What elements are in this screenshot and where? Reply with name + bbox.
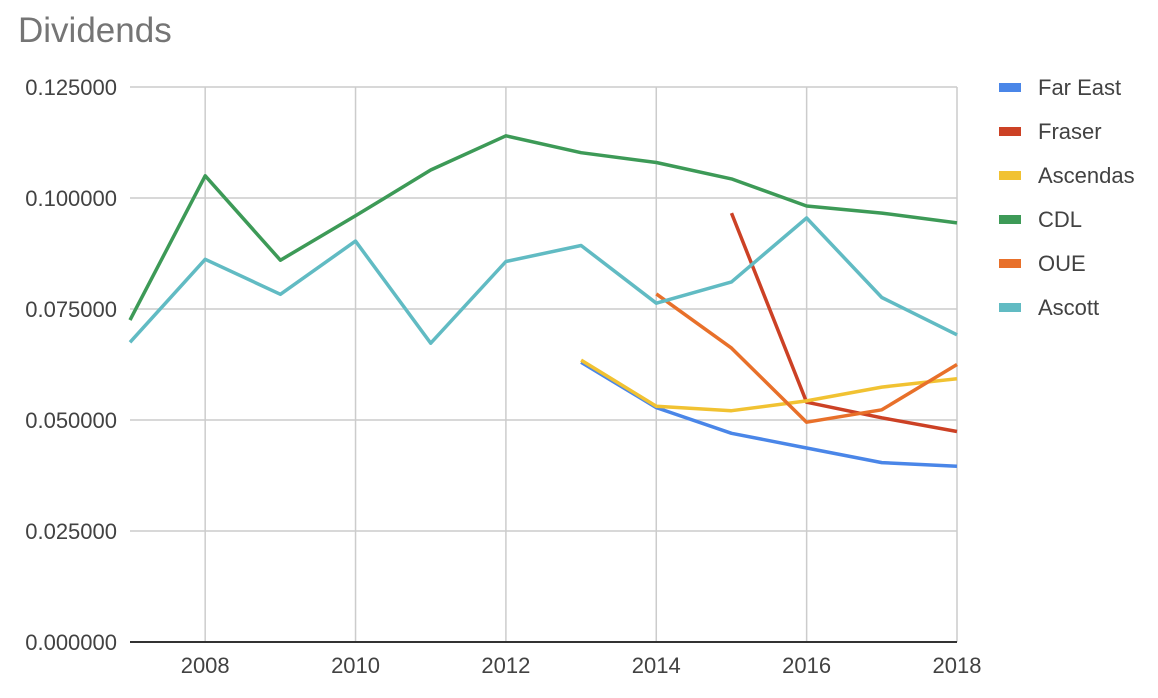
chart-title: Dividends: [18, 11, 172, 50]
x-tick-label: 2014: [632, 653, 681, 678]
axis: 0.000000 0.025000 0.050000 0.075000 0.100000…: [25, 75, 981, 678]
legend-label-ascott: Ascott: [1038, 295, 1099, 320]
legend-swatch-fraser: [999, 127, 1021, 136]
legend-swatch-far-east: [999, 83, 1021, 92]
legend-label-ascendas: Ascendas: [1038, 163, 1135, 188]
y-tick-label: 0.025000: [25, 519, 117, 544]
series-line-cdl: [128, 134, 958, 321]
x-tick-label: 2016: [782, 653, 831, 678]
legend-label-fraser: Fraser: [1038, 119, 1102, 144]
series-line-ascott: [128, 216, 958, 345]
legend-label-cdl: CDL: [1038, 207, 1082, 232]
y-tick-label: 0.100000: [25, 186, 117, 211]
series-line-ascendas: [580, 358, 958, 413]
legend-label-oue: OUE: [1038, 251, 1086, 276]
legend-swatch-ascott: [999, 303, 1021, 312]
series-line-oue: [655, 292, 958, 424]
legend-swatch-cdl: [999, 215, 1021, 224]
x-tick-label: 2008: [181, 653, 230, 678]
x-tick-label: 2012: [481, 653, 530, 678]
y-tick-label: 0.050000: [25, 408, 117, 433]
series-line-far-east: [580, 360, 958, 468]
legend-swatch-ascendas: [999, 171, 1021, 180]
x-tick-label: 2018: [933, 653, 982, 678]
legend-swatch-oue: [999, 259, 1021, 268]
x-tick-label: 2010: [331, 653, 380, 678]
y-tick-label: 0.125000: [25, 75, 117, 100]
y-tick-label: 0.075000: [25, 297, 117, 322]
series-lines: [128, 134, 958, 468]
legend-label-far-east: Far East: [1038, 75, 1121, 100]
grid-lines: [130, 86, 958, 642]
series-line-fraser: [729, 212, 958, 434]
y-tick-label: 0.000000: [25, 630, 117, 655]
legend: Far East Fraser Ascendas CDL OUE Ascott: [999, 75, 1135, 320]
